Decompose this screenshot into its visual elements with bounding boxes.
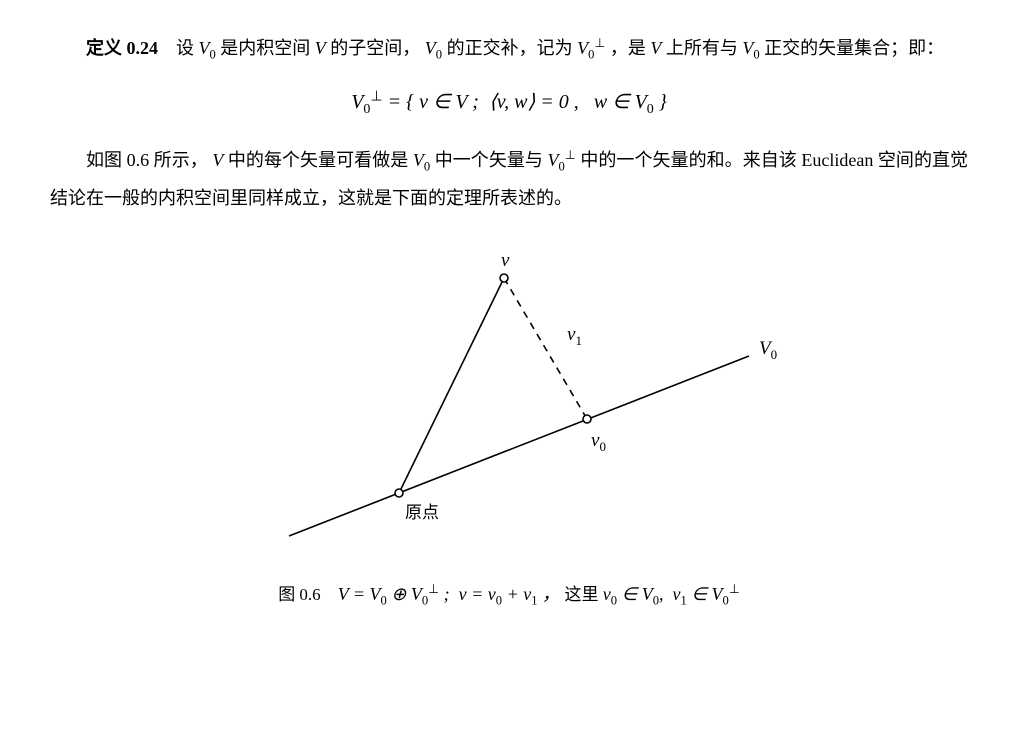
label-v: v [501,250,510,271]
caption-prefix: 图 0.6 [278,585,321,604]
figure-caption: 图 0.6 V = V0 ⊕ V0⊥ ; v = v0 + v1 ， 这里 v0… [50,576,968,614]
sym-v0-1: V0 [199,38,216,58]
equation-block: V0⊥ = { v ∈ V ; ⟨v, w⟩ = 0 , w ∈ V0 } [50,82,968,124]
paragraph-2: 如图 0.6 所示， V 中的每个矢量可看做是 V0 中一个矢量与 V0⊥ 中的… [50,142,968,216]
caption-math-2: v0 ∈ V0, v1 ∈ V0⊥ [603,584,740,604]
sym-v0-2: V0 [425,38,442,58]
line-v-to-v0-dashed [504,278,587,419]
sym-v0perp-1: V0⊥ [577,38,605,58]
label-v0: v0 [591,430,606,454]
sym-V-3: V [212,150,223,170]
definition-paragraph: 定义 0.24 设 V0 是内积空间 V 的子空间， V0 的正交补，记为 V0… [50,30,968,68]
point-origin [395,489,403,497]
def-text-3: 的子空间， [330,38,420,58]
line-v0-axis [289,356,749,536]
def-text-5: ，是 [610,38,646,58]
def-text-7: 正交的矢量集合；即： [764,38,944,58]
sym-V-1: V [315,38,326,58]
def-text-6: 上所有与 [666,38,738,58]
line-origin-to-v [399,278,504,493]
figure-0-6: v v1 v0 V0 原点 图 0.6 V = V0 ⊕ V0⊥ ; v = v0 + … [50,236,968,614]
figure-svg: v v1 v0 V0 原点 [229,236,789,566]
sym-v0-4: V0 [413,150,430,170]
point-v0 [583,415,591,423]
point-v [500,274,508,282]
p2-text-3: 中一个矢量与 [435,150,543,170]
label-V0: V0 [759,338,777,362]
caption-math: V = V0 ⊕ V0⊥ ; v = v0 + v1 ， [338,584,565,604]
def-text-1: 设 [176,38,194,58]
def-text-4: 的正交补，记为 [447,38,573,58]
p2-text-2: 中的每个矢量可看做是 [228,150,408,170]
sym-v0-3: V0 [742,38,759,58]
equation-text: V0⊥ = { v ∈ V ; ⟨v, w⟩ = 0 , w ∈ V0 } [351,91,667,113]
definition-label: 定义 0.24 [86,38,158,58]
caption-tail: 这里 [565,585,603,604]
sym-v0perp-2: V0⊥ [548,150,576,170]
sym-V-2: V [650,38,661,58]
def-text-2: 是内积空间 [220,38,310,58]
p2-text-1: 如图 0.6 所示， [86,150,208,170]
label-origin: 原点 [405,503,439,522]
label-v1: v1 [567,324,582,348]
